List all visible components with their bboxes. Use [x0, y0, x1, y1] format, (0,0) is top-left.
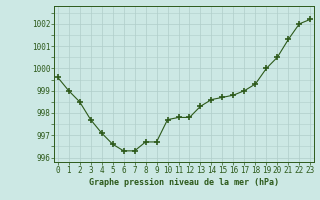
X-axis label: Graphe pression niveau de la mer (hPa): Graphe pression niveau de la mer (hPa) [89, 178, 279, 187]
